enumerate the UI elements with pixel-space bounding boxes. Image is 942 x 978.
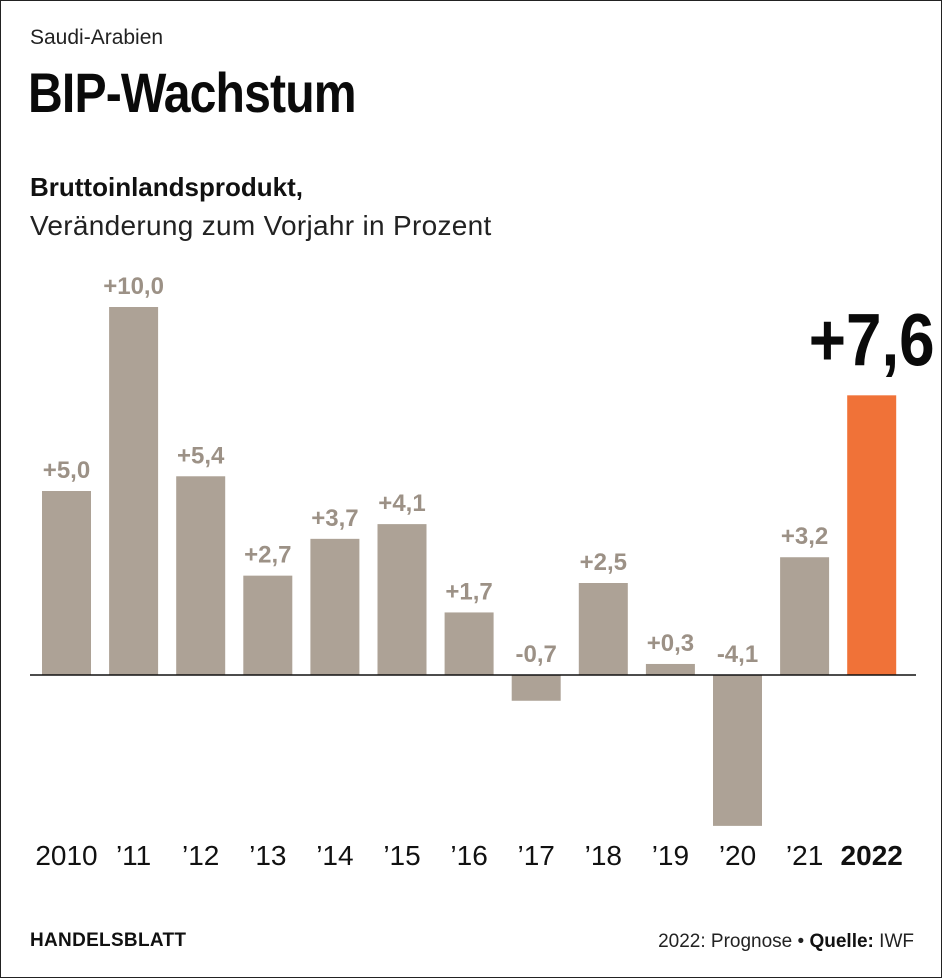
data-label: +5,0 xyxy=(43,457,90,484)
x-tick-label: ’12 xyxy=(182,840,219,871)
x-tick-label: ’18 xyxy=(585,840,622,871)
bar xyxy=(243,575,293,675)
x-tick-label: ’11 xyxy=(116,840,151,871)
source-label: Quelle: xyxy=(809,931,874,952)
data-label: +1,7 xyxy=(445,578,492,605)
bar-chart: +5,0 2010 +10,0 ’11 +5,4 ’12 +2,7 ’13 +3,7 ’14 +4,… xyxy=(30,273,935,871)
chart-subtitle-bold: Bruttoinlandsprodukt, xyxy=(30,172,303,202)
x-tick-label-highlight: 2022 xyxy=(841,840,903,871)
bar xyxy=(444,612,494,675)
prognosis-note: 2022: Prognose xyxy=(658,931,793,952)
data-label-highlight: +7,6 xyxy=(809,298,935,381)
x-tick-label: ’15 xyxy=(383,840,420,871)
bar xyxy=(109,307,159,675)
x-tick-label: ’16 xyxy=(450,840,487,871)
x-tick-label: ’20 xyxy=(719,840,756,871)
chart-kicker: Saudi-Arabien xyxy=(30,26,164,49)
bar xyxy=(377,524,427,675)
bar xyxy=(645,663,695,675)
data-label: +4,1 xyxy=(378,490,425,517)
bar xyxy=(511,675,561,701)
source-note: 2022: Prognose • Quelle: IWF xyxy=(658,931,914,953)
data-label: +3,7 xyxy=(311,505,358,532)
bar xyxy=(310,538,360,675)
chart-title: BIP-Wachstum xyxy=(28,61,357,124)
data-label: +3,2 xyxy=(781,523,828,550)
x-tick-label: ’17 xyxy=(518,840,555,871)
bar xyxy=(780,557,830,675)
data-label: -4,1 xyxy=(717,641,758,668)
data-label: -0,7 xyxy=(516,641,557,668)
brand-logo-text: HANDELSBLATT xyxy=(30,930,187,951)
x-tick-label: ’13 xyxy=(249,840,286,871)
bar-highlight xyxy=(847,395,897,675)
bullet-separator: • xyxy=(797,931,805,952)
chart-subtitle: Veränderung zum Vorjahr in Prozent xyxy=(30,210,492,241)
data-label: +2,5 xyxy=(580,549,627,576)
bar xyxy=(42,491,91,675)
bar xyxy=(713,675,762,826)
x-tick-label: 2010 xyxy=(35,840,97,871)
data-label: +0,3 xyxy=(647,630,694,657)
data-label: +2,7 xyxy=(244,542,291,569)
x-tick-label: ’19 xyxy=(652,840,689,871)
x-tick-label: ’21 xyxy=(786,840,823,871)
source-value: IWF xyxy=(879,931,914,952)
data-label: +10,0 xyxy=(103,273,164,300)
bar xyxy=(578,583,628,675)
x-tick-label: ’14 xyxy=(316,840,353,871)
bar xyxy=(176,476,226,675)
data-label: +5,4 xyxy=(177,442,225,469)
